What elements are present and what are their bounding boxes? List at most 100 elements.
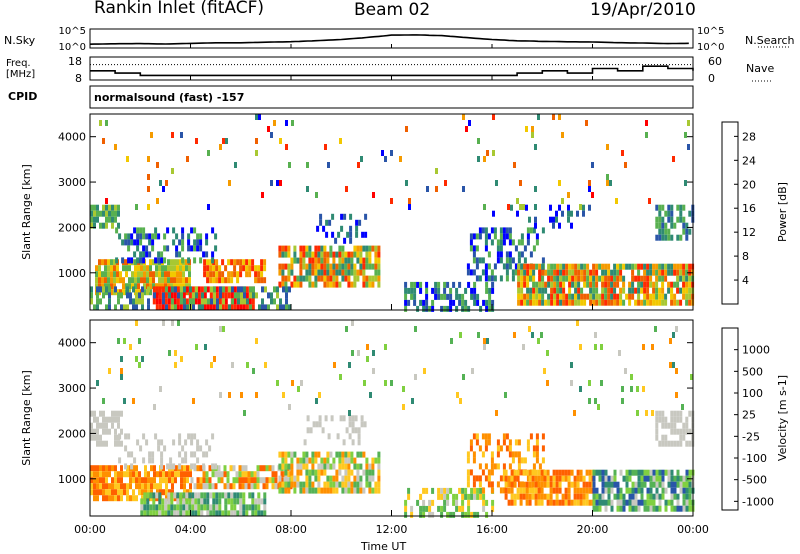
power-cell (193, 227, 197, 234)
power-cell (491, 305, 495, 312)
power-cell (661, 216, 665, 223)
power-cell (180, 286, 183, 293)
power-cell (538, 287, 542, 294)
velocity-cell (646, 475, 650, 482)
velocity-cell (573, 493, 577, 500)
power-cell (154, 233, 158, 240)
velocity-cell (344, 463, 348, 470)
power-cell (331, 213, 335, 220)
power-cell (571, 275, 575, 282)
velocity-cell (96, 416, 99, 423)
velocity-cell (120, 440, 123, 447)
power-cell (135, 204, 138, 210)
power-cell (305, 269, 309, 276)
velocity-cell (669, 338, 672, 344)
velocity-cell (628, 505, 632, 512)
power-cell (473, 287, 477, 294)
velocity-cell (428, 511, 432, 518)
velocity-cell (504, 392, 507, 398)
velocity-cell (320, 469, 324, 476)
power-cell (670, 210, 674, 217)
power-cell (231, 298, 234, 305)
velocity-cell (111, 422, 114, 429)
velocity-cell (510, 493, 514, 500)
power-colorbar-frame (721, 121, 739, 305)
velocity-cell (487, 439, 491, 446)
velocity-cell (600, 380, 603, 386)
plot-title: Rankin Inlet (fitACF) (94, 0, 265, 18)
velocity-cell (410, 505, 414, 512)
velocity-cell (184, 457, 188, 464)
velocity-cell (255, 392, 258, 398)
power-cell (195, 286, 198, 293)
power-cell (622, 287, 626, 294)
power-cell (281, 269, 285, 276)
power-cell (661, 222, 665, 229)
velocity-cell (540, 487, 544, 494)
power-cell (341, 245, 345, 252)
power-cell (151, 245, 155, 252)
velocity-cell (320, 463, 324, 470)
noise-ytick-left-top: 10^5 (59, 26, 86, 37)
velocity-cell (374, 487, 378, 494)
power-cell (311, 281, 315, 288)
velocity-cell (507, 499, 511, 506)
velocity-cell (675, 368, 678, 374)
power-cell (511, 269, 515, 276)
velocity-cell (156, 489, 159, 496)
velocity-cell (171, 477, 174, 484)
velocity-cell (661, 422, 665, 429)
power-cell (613, 263, 617, 270)
velocity-cell (374, 481, 378, 488)
velocity-cbar-tick-label: -1000 (742, 495, 774, 508)
velocity-cell (414, 326, 417, 332)
power-cell (90, 204, 93, 211)
power-cell (281, 263, 285, 270)
velocity-cell (117, 422, 120, 429)
power-cell (120, 292, 123, 299)
power-cell (228, 304, 231, 311)
velocity-cell (189, 483, 192, 490)
velocity-cell (251, 504, 255, 511)
power-cell (469, 239, 473, 246)
velocity-cell (117, 471, 120, 478)
velocity-cell (534, 475, 538, 482)
power-cell (170, 277, 173, 284)
power-cell (541, 227, 545, 234)
power-cbar-tick-label: 12 (742, 226, 756, 239)
velocity-cell (532, 451, 536, 458)
power-cell (332, 275, 336, 282)
velocity-cell (265, 465, 269, 472)
power-cell (687, 120, 690, 126)
velocity-cell (682, 422, 686, 429)
velocity-cell (482, 493, 486, 500)
power-cell (532, 281, 536, 288)
power-cell (538, 299, 542, 306)
power-cell (209, 271, 213, 278)
power-cell (606, 144, 609, 150)
power-cell (475, 257, 479, 264)
velocity-cell (504, 481, 508, 488)
velocity-cell (516, 487, 520, 494)
power-cell (532, 275, 536, 282)
power-cell (327, 162, 330, 168)
velocity-cell (362, 487, 366, 494)
power-cell (667, 287, 671, 294)
power-cell (616, 299, 620, 306)
power-cell (607, 287, 611, 294)
velocity-cell (351, 421, 355, 428)
power-cell (319, 213, 323, 220)
power-cell (679, 216, 683, 223)
velocity-cell (299, 463, 303, 470)
velocity-cell (443, 493, 447, 500)
power-cell (187, 245, 191, 252)
power-cell (535, 281, 539, 288)
velocity-cell (182, 498, 186, 505)
power-cell (173, 298, 177, 305)
velocity-cell (588, 481, 592, 488)
power-cell (102, 210, 105, 217)
power-cell (102, 222, 105, 229)
power-cell (469, 245, 473, 252)
power-cell (134, 283, 137, 290)
power-cell (182, 292, 186, 299)
